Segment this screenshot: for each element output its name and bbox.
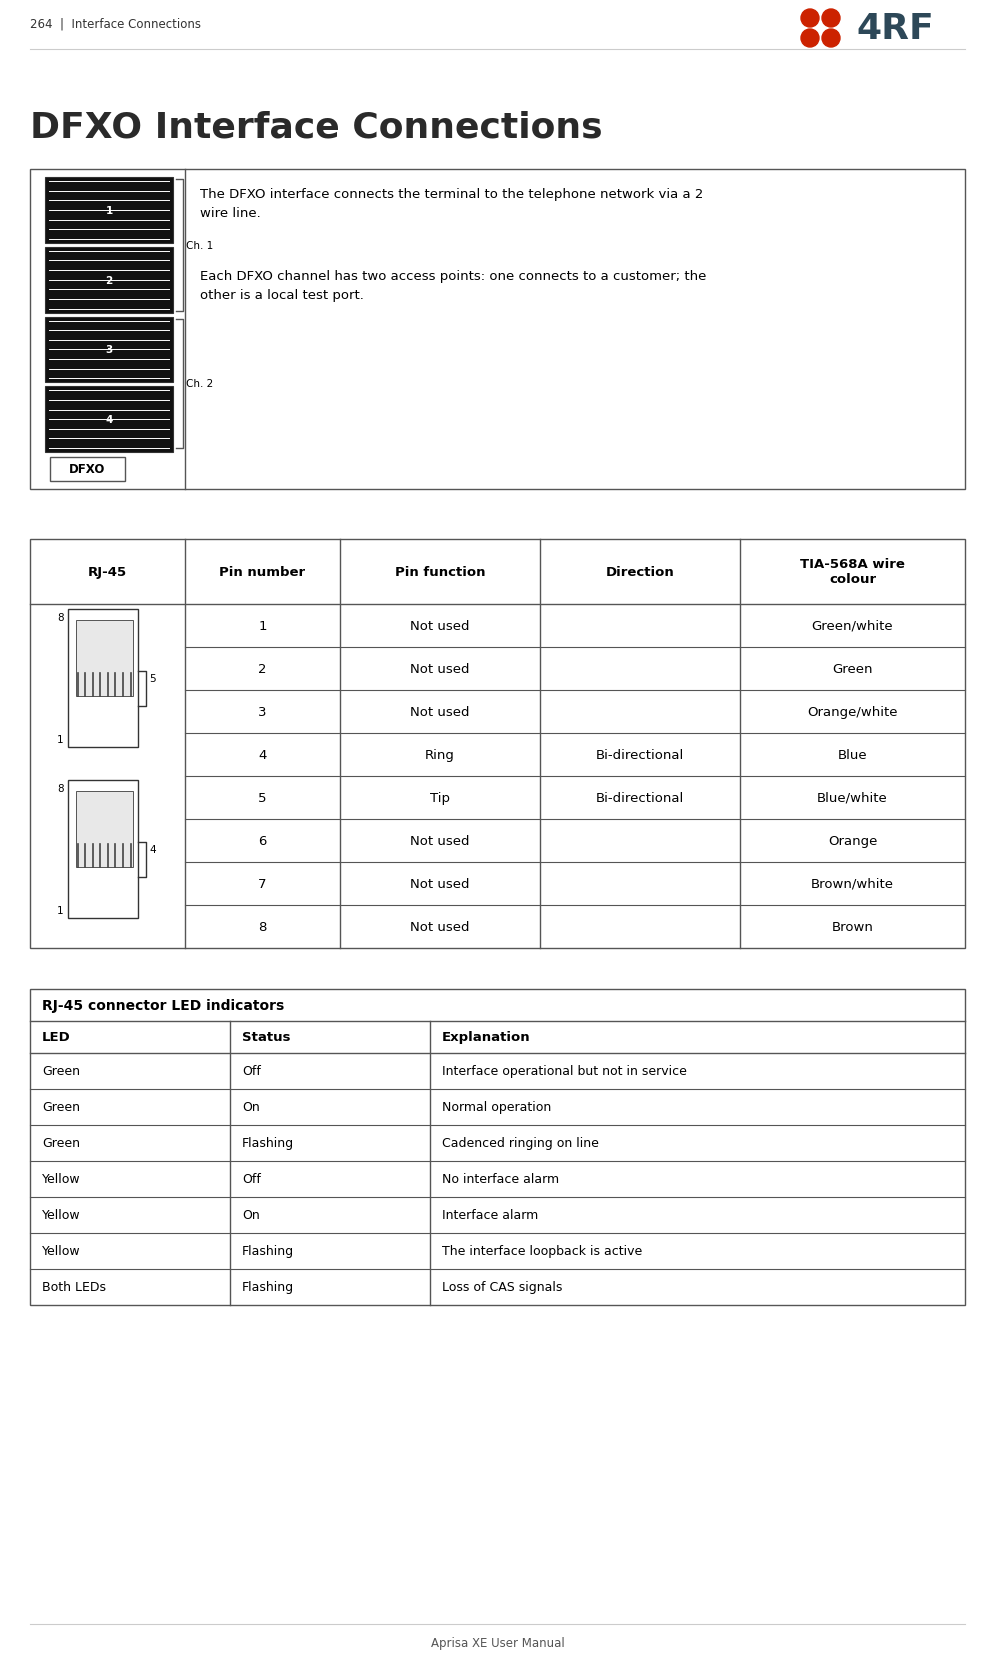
Text: 264  |  Interface Connections: 264 | Interface Connections	[30, 18, 201, 31]
Text: RJ-45: RJ-45	[87, 566, 127, 579]
Circle shape	[821, 10, 839, 28]
Text: Ring: Ring	[424, 748, 454, 761]
Text: Not used: Not used	[410, 877, 469, 890]
Bar	[45, 248, 173, 313]
Text: Off: Off	[242, 1064, 260, 1077]
Text: Not used: Not used	[410, 920, 469, 933]
Text: Pin function: Pin function	[395, 566, 485, 579]
Bar	[76, 791, 132, 867]
Text: 1: 1	[258, 619, 266, 632]
Text: Flashing: Flashing	[242, 1137, 294, 1150]
Text: Blue: Blue	[837, 748, 867, 761]
Circle shape	[821, 30, 839, 48]
Text: 8: 8	[57, 612, 64, 622]
Text: Yellow: Yellow	[42, 1208, 81, 1221]
Bar	[30, 170, 964, 490]
Text: TIA-568A wire
colour: TIA-568A wire colour	[799, 558, 904, 586]
Text: DFXO: DFXO	[70, 463, 105, 477]
Bar	[76, 621, 132, 697]
Text: Ch. 1: Ch. 1	[186, 240, 213, 250]
Text: 5: 5	[258, 791, 266, 804]
Bar	[68, 781, 137, 919]
Text: Brown/white: Brown/white	[810, 877, 893, 890]
Text: 7: 7	[258, 877, 266, 890]
Text: Loss of CAS signals: Loss of CAS signals	[441, 1281, 562, 1294]
Text: Interface operational but not in service: Interface operational but not in service	[441, 1064, 686, 1077]
Bar	[68, 609, 137, 748]
Text: 3: 3	[258, 705, 266, 718]
Text: Not used: Not used	[410, 705, 469, 718]
Text: 2: 2	[105, 275, 112, 285]
Text: Blue/white: Blue/white	[816, 791, 887, 804]
Text: Brown: Brown	[831, 920, 873, 933]
Circle shape	[800, 10, 818, 28]
Text: Tip: Tip	[429, 791, 449, 804]
Text: 3: 3	[105, 346, 112, 356]
Text: Both LEDs: Both LEDs	[42, 1281, 106, 1294]
Text: 1: 1	[105, 205, 112, 215]
Text: Explanation: Explanation	[441, 1031, 530, 1044]
Text: Not used: Not used	[410, 662, 469, 675]
Text: RJ-45 connector LED indicators: RJ-45 connector LED indicators	[42, 998, 284, 1013]
Text: The DFXO interface connects the terminal to the telephone network via a 2
wire l: The DFXO interface connects the terminal…	[200, 189, 703, 220]
Text: Bi-directional: Bi-directional	[595, 748, 684, 761]
Bar	[45, 177, 173, 243]
Text: Yellow: Yellow	[42, 1245, 81, 1258]
Bar	[45, 387, 173, 453]
Text: Off: Off	[242, 1173, 260, 1185]
Text: Yellow: Yellow	[42, 1173, 81, 1185]
Text: Green: Green	[42, 1137, 80, 1150]
Bar	[30, 990, 964, 1306]
Text: On: On	[242, 1101, 259, 1114]
Text: 8: 8	[258, 920, 266, 933]
Text: Each DFXO channel has two access points: one connects to a customer; the
other i: Each DFXO channel has two access points:…	[200, 270, 706, 301]
Text: Green/white: Green/white	[811, 619, 893, 632]
Text: Cadenced ringing on line: Cadenced ringing on line	[441, 1137, 598, 1150]
Text: Flashing: Flashing	[242, 1281, 294, 1294]
Bar	[45, 318, 173, 382]
Text: Flashing: Flashing	[242, 1245, 294, 1258]
Text: Green: Green	[831, 662, 872, 675]
Text: On: On	[242, 1208, 259, 1221]
Text: Pin number: Pin number	[220, 566, 305, 579]
Text: Aprisa XE User Manual: Aprisa XE User Manual	[430, 1637, 564, 1648]
Text: 2: 2	[258, 662, 266, 675]
Text: 4: 4	[105, 415, 112, 425]
Bar	[50, 458, 125, 482]
Text: 8: 8	[57, 783, 64, 794]
Text: 1: 1	[57, 905, 64, 915]
Text: Not used: Not used	[410, 619, 469, 632]
Bar	[30, 540, 964, 948]
Text: Green: Green	[42, 1064, 80, 1077]
Text: Status: Status	[242, 1031, 290, 1044]
Text: 4: 4	[258, 748, 266, 761]
Text: Not used: Not used	[410, 834, 469, 847]
Text: The interface loopback is active: The interface loopback is active	[441, 1245, 641, 1258]
Text: Bi-directional: Bi-directional	[595, 791, 684, 804]
Text: 6: 6	[258, 834, 266, 847]
Text: 4RF: 4RF	[855, 12, 932, 46]
Text: Green: Green	[42, 1101, 80, 1114]
Text: Ch. 2: Ch. 2	[186, 379, 213, 389]
Text: Orange/white: Orange/white	[806, 705, 897, 718]
Text: DFXO Interface Connections: DFXO Interface Connections	[30, 109, 602, 144]
Text: 4: 4	[149, 844, 156, 854]
Text: 1: 1	[57, 735, 64, 745]
Text: Normal operation: Normal operation	[441, 1101, 551, 1114]
Text: 5: 5	[149, 674, 156, 684]
Text: Interface alarm: Interface alarm	[441, 1208, 538, 1221]
Text: Direction: Direction	[605, 566, 674, 579]
Text: Orange: Orange	[827, 834, 877, 847]
Circle shape	[800, 30, 818, 48]
Text: LED: LED	[42, 1031, 71, 1044]
Text: No interface alarm: No interface alarm	[441, 1173, 559, 1185]
